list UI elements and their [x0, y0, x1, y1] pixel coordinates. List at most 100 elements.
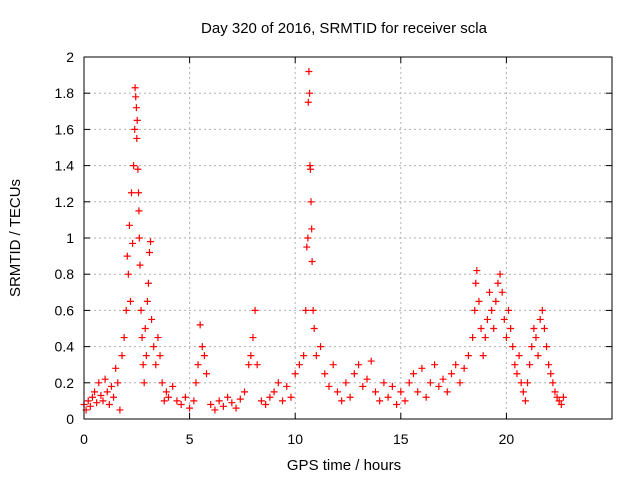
- data-point: [380, 379, 388, 387]
- data-point: [414, 388, 422, 396]
- data-point: [232, 404, 240, 412]
- data-point: [287, 393, 295, 401]
- data-point: [329, 361, 337, 369]
- y-tick-label: 0.4: [55, 339, 75, 355]
- data-point: [131, 125, 139, 133]
- data-point: [173, 397, 181, 405]
- data-point: [464, 352, 472, 360]
- data-point: [422, 393, 430, 401]
- data-point: [305, 67, 313, 75]
- data-point: [532, 334, 540, 342]
- data-point: [125, 221, 133, 229]
- data-point: [515, 352, 523, 360]
- x-tick-label: 20: [499, 431, 515, 447]
- data-point: [162, 388, 170, 396]
- data-point: [509, 343, 517, 351]
- data-point: [274, 379, 282, 387]
- data-point: [150, 343, 158, 351]
- data-point: [135, 207, 143, 215]
- data-point: [211, 406, 219, 414]
- data-point: [192, 379, 200, 387]
- data-point: [443, 388, 451, 396]
- data-point: [388, 382, 396, 390]
- data-point: [310, 325, 318, 332]
- data-point: [245, 361, 253, 369]
- data-point: [105, 401, 113, 409]
- data-point: [95, 379, 103, 387]
- data-point: [141, 325, 149, 332]
- data-point: [283, 382, 291, 390]
- y-tick-label: 1.8: [55, 85, 75, 101]
- data-point: [308, 225, 316, 233]
- data-point: [524, 379, 532, 387]
- data-point: [494, 279, 502, 287]
- data-point: [251, 306, 259, 314]
- data-point: [266, 393, 274, 401]
- data-point: [447, 370, 455, 378]
- data-point: [134, 189, 142, 197]
- data-point: [241, 388, 249, 396]
- data-point: [342, 379, 350, 387]
- data-point: [262, 401, 270, 409]
- data-point: [307, 198, 315, 206]
- y-tick-label: 0.2: [55, 375, 75, 391]
- data-point: [511, 361, 519, 369]
- data-point: [137, 306, 145, 314]
- data-point: [295, 361, 303, 369]
- data-point: [492, 297, 500, 305]
- data-point: [530, 325, 538, 332]
- data-point: [435, 382, 443, 390]
- data-point: [304, 234, 312, 242]
- data-point: [253, 361, 261, 369]
- data-point: [507, 325, 515, 332]
- y-tick-label: 2: [66, 49, 74, 65]
- data-point: [97, 391, 105, 399]
- data-point: [557, 401, 565, 409]
- data-point: [526, 361, 534, 369]
- data-point: [116, 406, 124, 414]
- axis-ticks: 00.20.40.60.811.21.41.61.820 5 10 15 20: [55, 49, 612, 447]
- data-point: [302, 306, 310, 314]
- data-point: [249, 334, 257, 342]
- data-point: [164, 393, 172, 401]
- data-point: [145, 248, 153, 256]
- data-point: [498, 288, 506, 296]
- data-point: [132, 93, 140, 101]
- x-axis-label: GPS time / hours: [287, 457, 401, 474]
- data-point: [126, 297, 134, 305]
- data-point: [228, 399, 236, 407]
- data-point: [321, 370, 329, 378]
- data-point: [128, 189, 136, 197]
- data-point: [291, 370, 299, 378]
- data-point: [393, 401, 401, 409]
- data-point: [439, 375, 447, 383]
- data-point: [133, 116, 141, 124]
- data-point: [418, 364, 426, 372]
- data-point: [469, 334, 477, 342]
- data-point: [547, 370, 555, 378]
- grid: [84, 57, 612, 419]
- data-point: [363, 375, 371, 383]
- y-tick-label: 1.6: [55, 121, 75, 137]
- data-point: [93, 399, 101, 407]
- data-point: [118, 352, 126, 360]
- data-point: [456, 379, 464, 387]
- data-point: [99, 397, 107, 405]
- data-point: [88, 393, 96, 401]
- data-point: [303, 243, 311, 251]
- data-point: [481, 334, 489, 342]
- data-point: [473, 267, 481, 275]
- data-point: [236, 395, 244, 403]
- data-point: [156, 352, 164, 360]
- data-point: [114, 379, 122, 387]
- data-point: [486, 288, 494, 296]
- data-point: [207, 401, 215, 409]
- data-point: [142, 352, 150, 360]
- data-point: [122, 306, 130, 314]
- data-point: [534, 352, 542, 360]
- data-point: [158, 379, 166, 387]
- y-tick-label: 1: [66, 230, 74, 246]
- data-point: [490, 325, 498, 332]
- data-point: [502, 334, 510, 342]
